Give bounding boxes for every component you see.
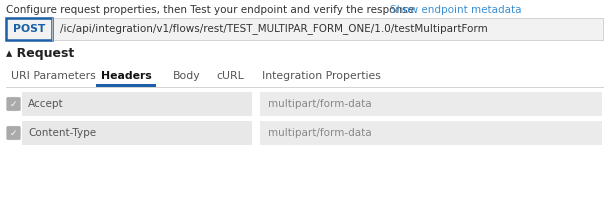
Bar	[260, 121, 602, 145]
Text: ✓: ✓	[10, 128, 17, 137]
FancyBboxPatch shape	[7, 97, 20, 111]
Text: Content-Type: Content-Type	[28, 128, 96, 138]
Text: /ic/api/integration/v1/flows/rest/TEST_MULTIPAR_FORM_ONE/1.0/testMultipartForm: /ic/api/integration/v1/flows/rest/TEST_M…	[60, 24, 488, 34]
FancyBboxPatch shape	[7, 126, 20, 140]
Bar	[22, 92, 252, 116]
Text: Integration Properties: Integration Properties	[261, 71, 381, 81]
Text: Show endpoint metadata: Show endpoint metadata	[390, 5, 521, 15]
Text: ▴ Request: ▴ Request	[6, 46, 74, 59]
Bar	[260, 92, 602, 116]
Text: multipart/form-data: multipart/form-data	[268, 99, 371, 109]
Text: cURL: cURL	[216, 71, 244, 81]
Bar	[6, 18, 603, 40]
Text: Headers: Headers	[100, 71, 152, 81]
Text: URI Parameters: URI Parameters	[11, 71, 96, 81]
Text: Accept: Accept	[28, 99, 63, 109]
Bar	[22, 121, 252, 145]
Bar	[96, 84, 156, 86]
Text: ✓: ✓	[10, 99, 17, 109]
Bar	[6, 18, 52, 40]
Text: Configure request properties, then Test your endpoint and verify the response.: Configure request properties, then Test …	[6, 5, 417, 15]
Text: POST: POST	[13, 24, 45, 34]
Text: Body: Body	[173, 71, 201, 81]
Text: multipart/form-data: multipart/form-data	[268, 128, 371, 138]
